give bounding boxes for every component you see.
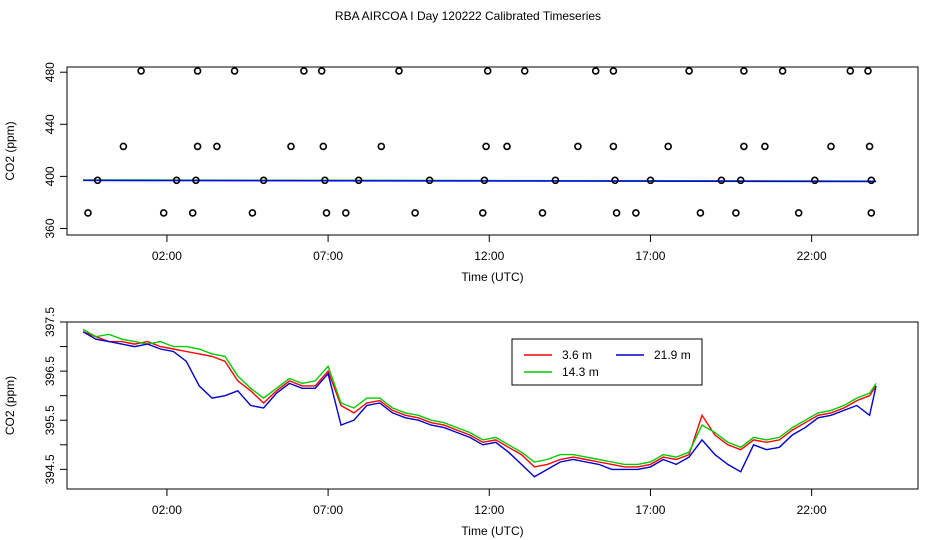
x-tick-label: 17:00 [635,503,665,517]
legend-box [511,338,703,386]
y-axis-label: CO2 (ppm) [3,121,17,180]
plot-frame [66,66,919,236]
data-point [865,142,874,151]
data-point [480,176,489,185]
data-point [395,67,403,75]
data-point [551,176,560,185]
data-point [696,209,705,217]
x-tick-label: 02:00 [152,503,182,517]
data-point [810,176,819,185]
y-tick-label: 396.5 [43,356,57,386]
data-point [611,176,619,185]
data-point [520,67,529,75]
data-point [574,142,582,151]
y-axis-label: CO2 (ppm) [3,376,17,435]
data-point [717,176,726,185]
y-tick-label: 440 [43,114,57,134]
plot-frame [66,321,919,490]
data-point [341,209,350,217]
y-tick-label: 480 [43,62,57,82]
data-point [193,67,202,75]
data-point [84,209,92,217]
data-point [538,209,547,217]
bottom-panel-timeseries: 02:00 07:00 12:00 17:00 22:00 394.5 395.5 396.5… [3,307,919,538]
data-point [478,209,487,217]
y-tick-label: 397.5 [43,307,57,337]
data-point [864,67,872,75]
data-point [411,209,419,217]
series-line-21-9-m [82,331,877,478]
x-tick-label: 12:00 [474,503,504,517]
data-point [761,142,769,151]
series-line-14-3-m [82,328,877,466]
data-point [664,142,673,151]
data-point [159,209,168,217]
data-point [846,67,855,75]
data-point [609,142,618,151]
data-point [259,176,268,185]
series-line-3-6-m [82,331,877,468]
data-point [685,67,693,75]
data-point [300,67,308,75]
data-point [192,176,200,185]
data-point [482,142,490,151]
data-point [354,176,363,185]
x-tick-label: 22:00 [797,249,827,263]
y-tick-label: 360 [43,218,57,238]
x-tick-label: 22:00 [797,503,827,517]
data-point [632,209,640,217]
data-point [740,67,748,75]
data-point [867,176,876,185]
data-point [248,209,257,217]
data-point [321,176,329,185]
legend-label: 14.3 m [562,365,599,379]
data-point [612,209,621,217]
x-tick-label: 02:00 [152,249,182,263]
y-tick-label: 395.5 [43,405,57,435]
data-point [425,176,434,185]
data-point [193,142,202,151]
data-point [609,67,618,75]
data-point [867,209,876,217]
data-point [736,176,745,185]
x-tick-label: 17:00 [635,249,665,263]
data-point [137,67,145,75]
data-point [827,142,835,151]
legend-label: 21.9 m [654,348,691,362]
legend: 3.6 m 21.9 m 14.3 m [511,338,703,386]
data-point [646,176,655,185]
chart-title: RBA AIRCOA I Day 120222 Calibrated Times… [334,9,602,23]
data-point [377,142,386,151]
x-axis-label: Time (UTC) [461,270,523,284]
data-point [188,209,197,217]
data-point [119,142,128,151]
x-axis-label: Time (UTC) [461,524,523,538]
legend-label: 3.6 m [562,348,592,362]
x-tick-label: 12:00 [474,249,504,263]
data-point [322,209,331,217]
top-panel-scatter: 02:00 07:00 12:00 17:00 22:00 360 400 440 480 Tim… [3,62,919,284]
y-tick-label: 400 [43,166,57,186]
data-point [317,67,326,75]
data-point [172,176,181,185]
y-tick-label: 394.5 [43,454,57,484]
data-point [213,142,221,151]
data-point [778,67,787,75]
data-point [93,176,102,185]
data-point [591,67,600,75]
data-point [483,67,492,75]
data-point [287,142,295,151]
x-tick-label: 07:00 [313,249,343,263]
data-point [319,142,328,151]
data-point [503,142,511,151]
data-point [732,209,740,217]
data-point [230,67,239,75]
x-tick-label: 07:00 [313,503,343,517]
data-point [740,142,748,151]
data-point [794,209,803,217]
